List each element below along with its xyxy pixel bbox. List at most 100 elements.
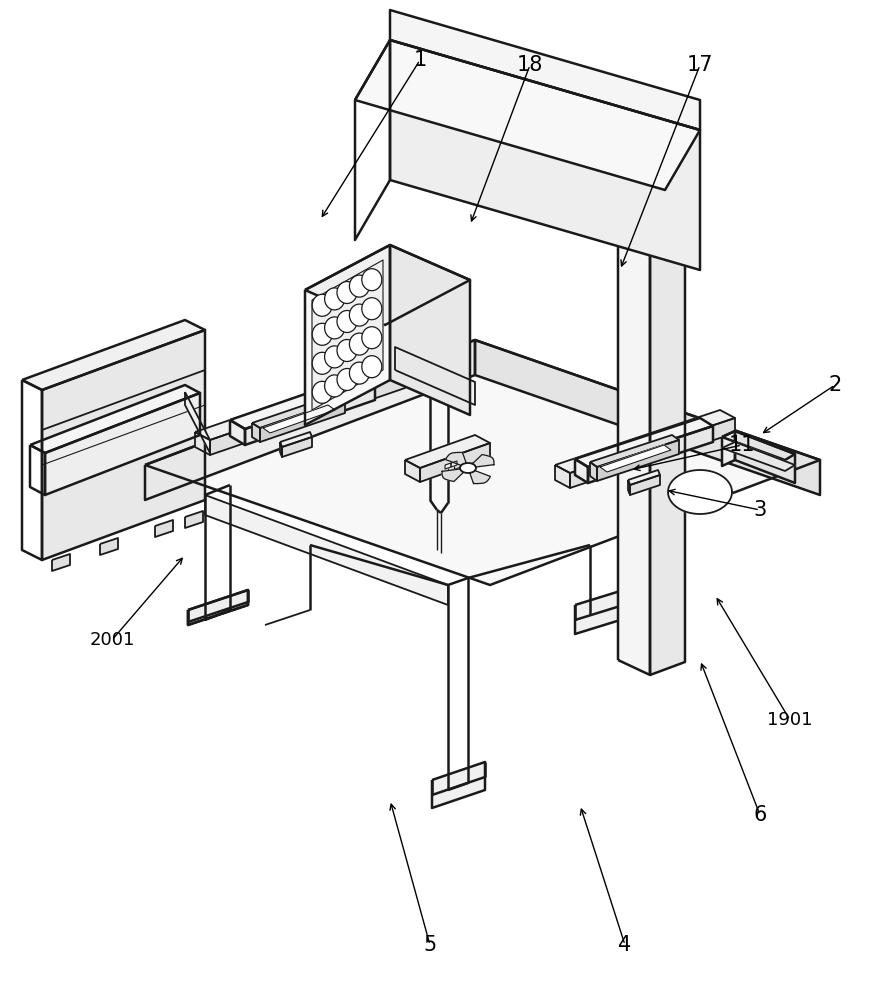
Polygon shape bbox=[390, 245, 470, 415]
Polygon shape bbox=[185, 511, 203, 528]
Polygon shape bbox=[155, 520, 173, 537]
Polygon shape bbox=[722, 442, 795, 471]
Polygon shape bbox=[575, 459, 588, 483]
Polygon shape bbox=[45, 393, 200, 495]
Polygon shape bbox=[618, 145, 685, 180]
Polygon shape bbox=[735, 431, 795, 483]
Polygon shape bbox=[472, 455, 494, 467]
Ellipse shape bbox=[325, 346, 344, 368]
Polygon shape bbox=[188, 590, 248, 625]
Polygon shape bbox=[145, 340, 820, 585]
Polygon shape bbox=[312, 260, 383, 410]
Polygon shape bbox=[722, 431, 735, 466]
Polygon shape bbox=[575, 418, 713, 467]
Text: 3: 3 bbox=[754, 500, 767, 520]
Ellipse shape bbox=[325, 317, 344, 339]
Text: 1: 1 bbox=[413, 50, 426, 70]
Polygon shape bbox=[30, 445, 45, 495]
Polygon shape bbox=[597, 440, 679, 481]
Polygon shape bbox=[600, 445, 671, 472]
Polygon shape bbox=[628, 470, 660, 485]
Polygon shape bbox=[145, 340, 475, 500]
Polygon shape bbox=[628, 480, 630, 495]
Ellipse shape bbox=[350, 362, 369, 384]
Text: 2: 2 bbox=[829, 375, 841, 395]
Polygon shape bbox=[280, 432, 312, 447]
Ellipse shape bbox=[350, 304, 369, 326]
Polygon shape bbox=[570, 418, 735, 488]
Ellipse shape bbox=[362, 269, 382, 291]
Polygon shape bbox=[475, 340, 820, 495]
Ellipse shape bbox=[325, 288, 344, 310]
Ellipse shape bbox=[312, 323, 333, 345]
Polygon shape bbox=[405, 435, 490, 468]
Polygon shape bbox=[188, 590, 248, 625]
Polygon shape bbox=[230, 375, 375, 429]
Polygon shape bbox=[618, 165, 650, 675]
Polygon shape bbox=[22, 320, 205, 390]
Polygon shape bbox=[451, 461, 457, 467]
Polygon shape bbox=[210, 373, 405, 455]
Polygon shape bbox=[185, 392, 210, 453]
Polygon shape bbox=[195, 365, 405, 440]
Polygon shape bbox=[555, 465, 570, 488]
Polygon shape bbox=[263, 405, 335, 433]
Polygon shape bbox=[355, 40, 700, 190]
Polygon shape bbox=[30, 385, 200, 453]
Polygon shape bbox=[22, 380, 42, 560]
Polygon shape bbox=[442, 469, 464, 481]
Polygon shape bbox=[280, 442, 282, 457]
Polygon shape bbox=[405, 460, 420, 482]
Polygon shape bbox=[668, 470, 732, 514]
Polygon shape bbox=[445, 452, 467, 465]
Polygon shape bbox=[252, 394, 345, 428]
Text: 1901: 1901 bbox=[767, 711, 813, 729]
Polygon shape bbox=[52, 554, 70, 571]
Polygon shape bbox=[575, 588, 630, 634]
Ellipse shape bbox=[350, 333, 369, 355]
Polygon shape bbox=[355, 40, 390, 240]
Ellipse shape bbox=[362, 298, 382, 320]
Polygon shape bbox=[432, 762, 485, 808]
Polygon shape bbox=[195, 432, 210, 455]
Ellipse shape bbox=[350, 275, 369, 297]
Polygon shape bbox=[390, 10, 700, 130]
Polygon shape bbox=[469, 471, 491, 484]
Polygon shape bbox=[230, 420, 245, 445]
Polygon shape bbox=[252, 423, 260, 442]
Polygon shape bbox=[390, 40, 700, 270]
Polygon shape bbox=[305, 245, 470, 325]
Text: 2001: 2001 bbox=[89, 631, 135, 649]
Polygon shape bbox=[245, 384, 375, 445]
Polygon shape bbox=[630, 475, 660, 495]
Polygon shape bbox=[390, 83, 422, 172]
Polygon shape bbox=[420, 443, 490, 482]
Polygon shape bbox=[555, 410, 735, 473]
Text: 6: 6 bbox=[754, 805, 767, 825]
Ellipse shape bbox=[312, 294, 333, 316]
Ellipse shape bbox=[337, 340, 357, 361]
Ellipse shape bbox=[312, 352, 333, 374]
Ellipse shape bbox=[362, 327, 382, 349]
Polygon shape bbox=[650, 160, 685, 675]
Ellipse shape bbox=[337, 310, 357, 332]
Polygon shape bbox=[590, 462, 597, 481]
Text: 11: 11 bbox=[729, 435, 755, 455]
Polygon shape bbox=[390, 83, 650, 165]
Ellipse shape bbox=[362, 356, 382, 378]
Polygon shape bbox=[395, 347, 475, 405]
Polygon shape bbox=[422, 83, 650, 220]
Polygon shape bbox=[205, 495, 448, 605]
Polygon shape bbox=[305, 245, 390, 425]
Polygon shape bbox=[722, 431, 795, 460]
Ellipse shape bbox=[312, 381, 333, 403]
Text: 17: 17 bbox=[687, 55, 713, 75]
Text: 18: 18 bbox=[517, 55, 544, 75]
Polygon shape bbox=[590, 435, 679, 467]
Ellipse shape bbox=[325, 375, 344, 397]
Polygon shape bbox=[282, 437, 312, 457]
Ellipse shape bbox=[337, 368, 357, 390]
Ellipse shape bbox=[337, 282, 357, 304]
Polygon shape bbox=[260, 399, 345, 442]
Polygon shape bbox=[588, 426, 713, 483]
